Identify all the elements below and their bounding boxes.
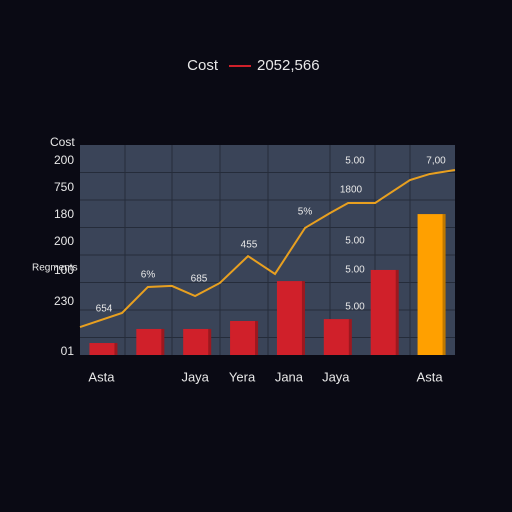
x-tick-label: Asta bbox=[88, 369, 115, 384]
bar bbox=[183, 328, 212, 355]
bar bbox=[89, 343, 118, 355]
annotation: 7,00 bbox=[426, 156, 446, 167]
y-tick-label: 180 bbox=[54, 207, 74, 221]
bar-side bbox=[208, 328, 212, 355]
legend-note: 2052,566 bbox=[257, 57, 320, 74]
y-tick-label: 100 bbox=[54, 263, 74, 277]
bar bbox=[323, 319, 352, 355]
x-tick-label: Yera bbox=[229, 369, 256, 384]
y-tick-label: 200 bbox=[54, 234, 74, 248]
annotation: 5.00 bbox=[345, 302, 365, 313]
annotation: 654 bbox=[96, 304, 113, 315]
bar-side bbox=[395, 269, 399, 355]
annotation: 1800 bbox=[340, 185, 363, 196]
bar bbox=[276, 281, 305, 355]
line bbox=[79, 169, 456, 329]
bar-side bbox=[301, 281, 305, 355]
annotation: 5.00 bbox=[345, 156, 365, 167]
bar-side bbox=[442, 214, 446, 355]
annotation: 6% bbox=[141, 270, 156, 281]
bar bbox=[370, 269, 399, 355]
annotation: 455 bbox=[241, 240, 258, 251]
legend-label: Cost bbox=[187, 57, 219, 74]
bar-side bbox=[348, 319, 352, 355]
x-tick-label: Jaya bbox=[181, 369, 209, 384]
y-tick-label: 200 bbox=[54, 153, 74, 167]
x-tick-label: Jaya bbox=[322, 369, 350, 384]
annotation: 685 bbox=[191, 274, 208, 285]
x-tick-label: Asta bbox=[417, 369, 444, 384]
x-tick-label: Jana bbox=[275, 369, 304, 384]
bar bbox=[230, 320, 259, 355]
y-axis-label: Regments bbox=[32, 263, 78, 274]
bar-side bbox=[255, 320, 259, 355]
axis-title: Cost bbox=[50, 135, 75, 149]
bar-side bbox=[114, 343, 118, 355]
y-tick-label: 230 bbox=[54, 294, 74, 308]
y-tick-label: 01 bbox=[61, 344, 75, 358]
bar bbox=[417, 214, 446, 355]
bar bbox=[136, 328, 165, 355]
annotation: 5.00 bbox=[345, 265, 365, 276]
annotation: 5.00 bbox=[345, 236, 365, 247]
bar-side bbox=[161, 328, 165, 355]
y-tick-label: 750 bbox=[54, 180, 74, 194]
annotation: 5% bbox=[298, 207, 313, 218]
